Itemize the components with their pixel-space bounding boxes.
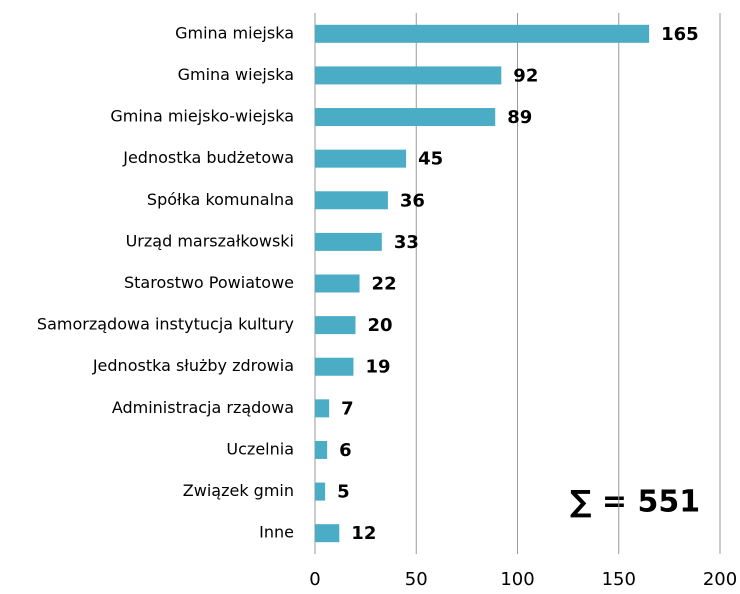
value-label: 6 [339,440,352,461]
y-tick-label: Spółka komunalna [147,190,294,209]
bar [315,24,650,43]
bar [315,357,354,376]
y-tick-label: Urząd marszałkowski [126,231,294,250]
bar [315,108,496,127]
bar [315,482,326,501]
value-label: 36 [400,190,425,211]
bar [315,399,330,418]
y-tick-label: Starostwo Powiatowe [124,273,294,292]
bar [315,524,340,543]
value-label: 89 [507,107,532,128]
value-label: 19 [365,357,390,378]
bar [315,440,328,459]
x-tick-label: 100 [500,569,534,590]
value-label: 5 [337,482,350,503]
y-tick-label: Jednostka służby zdrowia [92,356,294,375]
y-tick-label: Uczelnia [226,439,294,458]
value-label: 12 [351,523,376,544]
value-label: 33 [394,232,419,253]
value-label: 45 [418,149,443,170]
y-tick-label: Gmina miejsko-wiejska [110,107,294,126]
y-tick-label: Inne [259,523,294,542]
y-tick-label: Jednostka budżetowa [122,148,294,167]
y-tick-label: Samorządowa instytucja kultury [37,315,294,334]
bar [315,232,382,251]
y-tick-label: Administracja rządowa [112,398,294,417]
bar [315,149,407,168]
x-tick-label: 0 [309,569,320,590]
value-label: 165 [661,24,699,45]
bar [315,274,360,293]
x-tick-label: 50 [405,569,428,590]
x-tick-label: 150 [602,569,636,590]
bar [315,191,388,210]
value-label: 22 [372,274,397,295]
value-label: 20 [368,315,393,336]
y-tick-label: Gmina miejska [175,23,294,42]
annotation: ∑ = 551 [570,485,700,520]
value-label: 7 [341,398,354,419]
bar [315,66,502,85]
y-tick-label: Gmina wiejska [178,65,294,84]
bar [315,316,356,335]
y-tick-label: Związek gmin [183,481,294,500]
x-tick-label: 200 [703,569,737,590]
value-label: 92 [513,65,538,86]
